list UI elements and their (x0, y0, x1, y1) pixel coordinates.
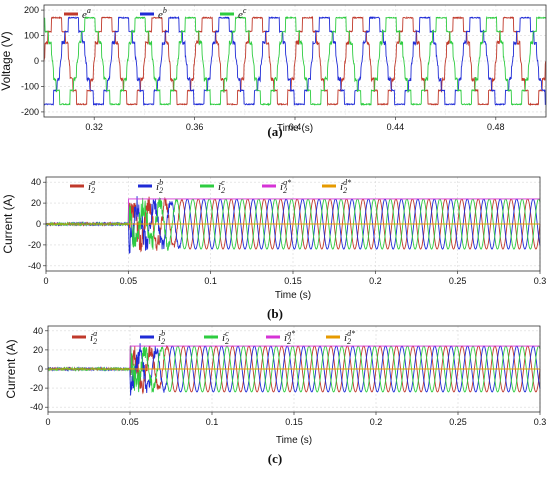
x-tick-label: 0.1 (206, 417, 219, 427)
x-tick-label: 0 (45, 417, 50, 427)
x-axis-label: Time (s) (275, 290, 311, 301)
x-tick-label: 0 (43, 276, 48, 286)
series-line-i-qstar (48, 345, 540, 370)
panel-caption: (c) (268, 451, 282, 466)
y-tick-label: -40 (28, 261, 41, 271)
legend-label: i2c (218, 178, 225, 195)
legend-label: i2a (88, 178, 95, 195)
y-tick-label: 0 (34, 56, 39, 66)
y-axis-label: Current (A) (4, 339, 18, 398)
x-tick-label: 0.36 (186, 122, 204, 132)
legend-label: ea (82, 6, 91, 21)
legend-label: i2b (158, 329, 165, 346)
panel-caption: (a) (267, 124, 282, 139)
x-axis-label: Time (s) (277, 123, 313, 134)
chart-panel-1: 0.32 0.36 0.4 0.44 0.48 -200 -100 0 100 200 Time (… (0, 4, 547, 139)
series-line-e-a (43, 15, 547, 107)
y-tick-label: -20 (30, 383, 43, 393)
x-tick-label: 0.15 (284, 276, 302, 286)
x-tick-label: 0.3 (534, 276, 547, 286)
legend-entry: i2d* (326, 329, 355, 346)
legend-entry: i2c (204, 329, 229, 346)
legend-label: i2a (90, 329, 97, 346)
x-axis-label: Time (s) (276, 435, 312, 446)
y-tick-label: 40 (31, 177, 41, 187)
legend-label: eb (158, 6, 167, 21)
legend-label: i2d* (344, 329, 355, 346)
x-tick-label: 0.25 (449, 276, 467, 286)
y-tick-label: -100 (21, 81, 39, 91)
y-axis-label: Voltage (V) (0, 31, 13, 90)
x-tick-label: 0.48 (487, 122, 505, 132)
y-tick-label: 200 (24, 5, 39, 15)
y-tick-label: 0 (36, 219, 41, 229)
legend-entry: i2d* (322, 178, 351, 195)
x-tick-label: 0.2 (369, 276, 382, 286)
legend-label: i2q* (284, 329, 295, 346)
x-tick-label: 0.1 (204, 276, 217, 286)
series-line-i-qstar (46, 198, 540, 225)
x-tick-label: 0.15 (285, 417, 303, 427)
legend-entry: ec (220, 6, 247, 21)
chart-panel-2: 0 0.05 0.1 0.15 0.2 0.25 0.3 -40 -20 0 20 40 Time (s… (1, 176, 547, 321)
x-tick-label: 0.3 (534, 417, 547, 427)
y-tick-label: 40 (33, 326, 43, 336)
y-tick-label: -200 (21, 107, 39, 117)
y-axis-label: Current (A) (1, 194, 15, 253)
x-tick-label: 0.05 (120, 276, 138, 286)
legend-label: i2c (222, 329, 229, 346)
legend-label: i2q* (280, 178, 291, 195)
y-tick-label: 20 (33, 345, 43, 355)
legend-label: i2b (156, 178, 163, 195)
series-line-e-b (43, 15, 547, 107)
series-line-e-c (43, 15, 547, 107)
legend-entry: i2c (200, 178, 225, 195)
x-tick-label: 0.44 (387, 122, 405, 132)
legend-entry: i2b (140, 329, 165, 346)
y-tick-label: 0 (38, 364, 43, 374)
chart-panel-3: 0 0.05 0.1 0.15 0.2 0.25 0.3 -40 -20 0 20 40 Time (s… (4, 325, 547, 466)
legend-label: ec (238, 6, 247, 21)
x-tick-label: 0.05 (121, 417, 139, 427)
legend-entry: i2q* (262, 178, 291, 195)
y-tick-label: -20 (28, 240, 41, 250)
legend-entry: ea (64, 6, 91, 21)
y-tick-label: 20 (31, 198, 41, 208)
legend-entry: i2b (138, 178, 163, 195)
legend-entry: i2a (72, 329, 97, 346)
y-tick-label: -40 (30, 402, 43, 412)
series-line-i-b (47, 343, 541, 396)
y-tick-label: 100 (24, 31, 39, 41)
legend-entry: i2q* (266, 329, 295, 346)
x-tick-label: 0.32 (85, 122, 103, 132)
x-tick-label: 0.4 (289, 122, 302, 132)
x-tick-label: 0.2 (370, 417, 383, 427)
legend-entry: eb (140, 6, 167, 21)
panel-caption: (b) (267, 306, 283, 321)
legend-label: i2d* (340, 178, 351, 195)
x-tick-label: 0.25 (449, 417, 467, 427)
legend-entry: i2a (70, 178, 95, 195)
